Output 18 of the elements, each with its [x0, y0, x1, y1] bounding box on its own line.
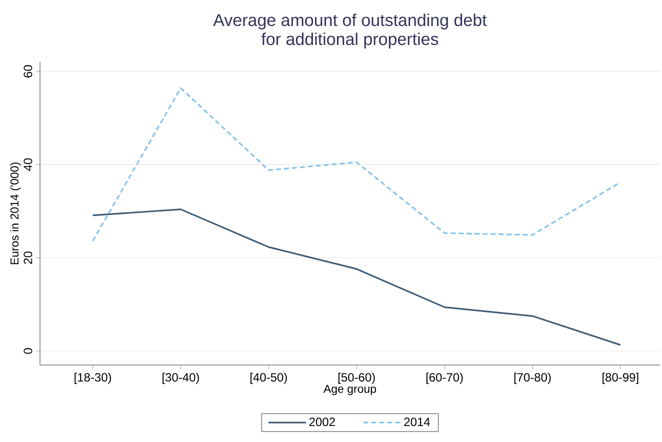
legend-label: 2014	[404, 418, 430, 426]
line-series	[92, 208, 622, 346]
y-tick-label: 0	[24, 348, 32, 354]
y-axis-title: Euros in 2014 ('000)	[10, 162, 21, 264]
y-tick-label: 60	[24, 65, 32, 78]
x-tick-label: [60-70)	[426, 372, 463, 384]
x-axis-title: Age group	[323, 384, 376, 396]
x-tick-label: [80-99]	[602, 372, 638, 384]
y-tick-label: 20	[24, 252, 32, 264]
x-tick-label: [40-50)	[250, 372, 287, 384]
x-tick-label: [70-80)	[514, 372, 551, 384]
legend-label: 2002	[309, 418, 335, 426]
chart-title: Average amount of outstanding debt for additional properties	[213, 14, 487, 48]
x-tick-label: [18-30)	[74, 372, 112, 384]
x-tick-label: [30-40)	[162, 372, 199, 384]
x-tick-label: [50-60)	[338, 372, 375, 384]
line-series	[92, 87, 622, 242]
y-tick-label: 40	[24, 158, 32, 171]
